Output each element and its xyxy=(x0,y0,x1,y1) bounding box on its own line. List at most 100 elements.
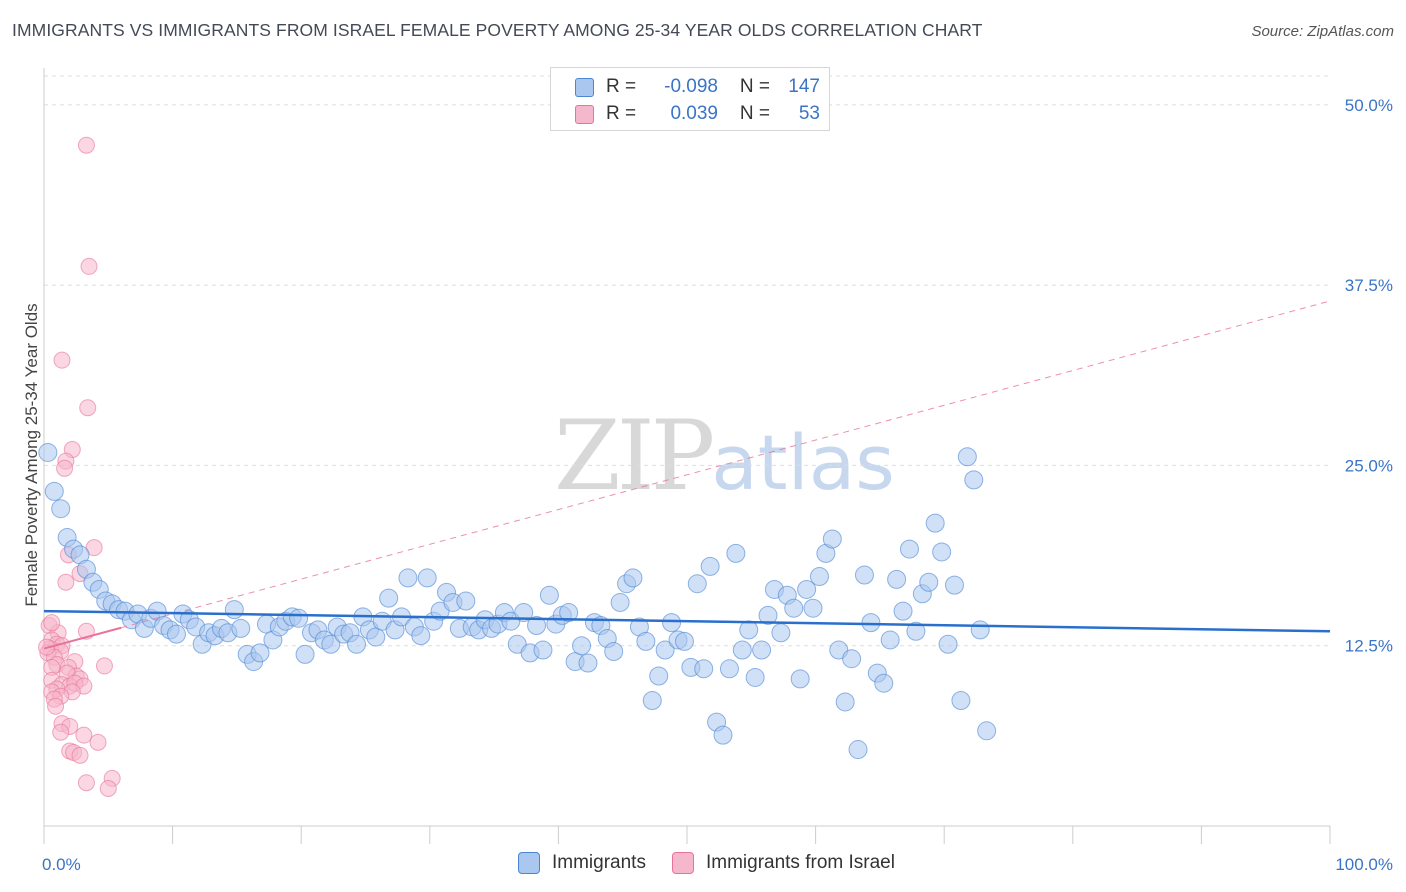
immigrants-point xyxy=(674,631,694,651)
immigrants-point xyxy=(51,499,71,519)
legend-item-immigrants: Immigrants xyxy=(518,852,646,874)
immigrants-point xyxy=(854,565,874,585)
immigrants-point xyxy=(784,598,804,618)
immigrants-point xyxy=(649,666,669,686)
y-tick-label: 12.5% xyxy=(1345,637,1393,656)
immigrants-point xyxy=(398,568,418,588)
immigrants-point xyxy=(861,613,881,633)
immigrants-point xyxy=(604,641,624,661)
legend-n-label: N = xyxy=(739,103,770,124)
x-tick-label-right: 100.0% xyxy=(1335,855,1393,874)
immigrants-point xyxy=(559,603,579,623)
y-axis-title: Female Poverty Among 25-34 Year Olds xyxy=(22,303,41,606)
israel-point xyxy=(57,573,75,591)
immigrants-point xyxy=(842,649,862,669)
immigrants-point xyxy=(809,566,829,586)
source-credit: Source: ZipAtlas.com xyxy=(1251,23,1394,40)
immigrants-point xyxy=(719,659,739,679)
immigrants-point xyxy=(944,575,964,595)
immigrants-point xyxy=(610,592,630,612)
israel-trend-line-solid xyxy=(43,626,122,650)
israel-point xyxy=(80,257,98,275)
israel-point xyxy=(43,614,61,632)
israel-point xyxy=(53,351,71,369)
immigrants-point xyxy=(655,640,675,660)
immigrants-point xyxy=(893,601,913,621)
immigrants-point xyxy=(250,643,270,663)
israel-point xyxy=(77,136,95,154)
legend-swatch-israel xyxy=(575,104,594,124)
series-legend: Immigrants Immigrants from Israel xyxy=(518,852,921,874)
legend-swatch-israel xyxy=(671,852,694,874)
immigrants-point xyxy=(925,513,945,533)
immigrants-point xyxy=(726,543,746,563)
watermark-zip: ZIP xyxy=(554,400,715,512)
immigrants-point xyxy=(572,636,592,656)
israel-point xyxy=(89,733,107,751)
immigrants-point xyxy=(687,574,707,594)
immigrants-point xyxy=(289,608,309,628)
immigrants-point xyxy=(533,640,553,660)
immigrants-point xyxy=(411,626,431,646)
immigrants-point xyxy=(906,621,926,641)
immigrants-point xyxy=(797,579,817,599)
legend-r-label: R = xyxy=(606,76,637,97)
legend-item-israel: Immigrants from Israel xyxy=(671,852,895,874)
y-tick-label: 50.0% xyxy=(1345,96,1393,115)
immigrants-point xyxy=(346,634,366,654)
israel-point xyxy=(75,726,93,744)
immigrants-point xyxy=(848,740,868,760)
immigrants-point xyxy=(803,598,823,618)
correlation-legend: R = -0.098 N = 147 R = 0.039 N = 53 xyxy=(550,67,830,131)
legend-swatch-immigrants xyxy=(518,852,540,874)
immigrants-point xyxy=(514,603,534,623)
immigrants-point xyxy=(758,605,778,625)
immigrants-trend-line xyxy=(43,609,1331,633)
legend-row-immigrants: R = -0.098 N = 147 xyxy=(575,75,820,99)
immigrants-point xyxy=(880,630,900,650)
immigrants-point xyxy=(752,640,772,660)
israel-point xyxy=(99,780,117,797)
immigrants-point xyxy=(38,442,58,462)
israel-point xyxy=(52,723,70,741)
immigrants-point xyxy=(732,640,752,660)
legend-label-israel: Immigrants from Israel xyxy=(705,852,895,873)
immigrants-point xyxy=(899,539,919,559)
immigrants-point xyxy=(700,556,720,576)
x-tick-label-left: 0.0% xyxy=(42,855,81,874)
immigrants-point xyxy=(379,588,399,608)
israel-point xyxy=(79,399,97,417)
immigrants-point xyxy=(771,623,791,643)
legend-label-immigrants: Immigrants xyxy=(552,852,646,873)
immigrants-point xyxy=(623,568,643,588)
legend-row-israel: R = 0.039 N = 53 xyxy=(575,102,820,126)
immigrants-point xyxy=(874,673,894,693)
israel-point xyxy=(47,697,65,715)
israel-trend-line-dashed xyxy=(121,300,1331,629)
immigrants-point xyxy=(539,585,559,605)
legend-n-value: 53 xyxy=(798,103,820,124)
immigrants-point xyxy=(957,447,977,467)
immigrants-point xyxy=(527,616,547,636)
legend-n-value: 147 xyxy=(788,76,820,97)
immigrants-point xyxy=(970,620,990,640)
immigrants-point xyxy=(694,659,714,679)
immigrants-point xyxy=(713,725,733,745)
immigrants-point xyxy=(662,613,682,633)
immigrants-point xyxy=(456,591,476,611)
immigrants-point xyxy=(938,634,958,654)
immigrants-point xyxy=(745,667,765,687)
legend-r-label: R = xyxy=(606,103,637,124)
immigrants-point xyxy=(417,568,437,588)
immigrants-point xyxy=(932,542,952,562)
watermark: ZIPatlas xyxy=(554,400,895,512)
y-tick-label: 37.5% xyxy=(1345,276,1393,295)
immigrants-point xyxy=(166,624,186,644)
immigrants-point xyxy=(835,692,855,712)
immigrants-point xyxy=(366,627,386,647)
chart-title: IMMIGRANTS VS IMMIGRANTS FROM ISRAEL FEM… xyxy=(12,20,983,40)
y-tick-label: 25.0% xyxy=(1345,456,1393,475)
watermark-atlas: atlas xyxy=(711,418,895,507)
israel-point xyxy=(77,774,95,792)
